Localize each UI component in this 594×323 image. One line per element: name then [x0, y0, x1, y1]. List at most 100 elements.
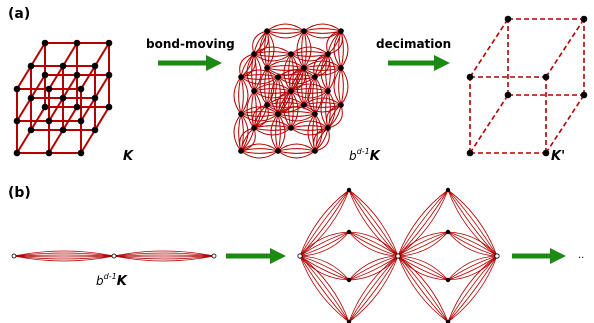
cubic-lattice-k [13, 39, 113, 157]
thin-bond [113, 250, 215, 257]
diamond-node [346, 229, 352, 235]
moved-bond [314, 53, 330, 78]
moved-bond [253, 90, 292, 99]
cube-node [504, 91, 512, 99]
moved-bond [312, 76, 316, 115]
moved-bond [240, 113, 279, 122]
moved-bond [277, 143, 316, 152]
moved-bond [266, 30, 305, 39]
arrow-bond-moving [158, 55, 222, 71]
moved-bond [266, 30, 275, 69]
cube-node [542, 149, 550, 157]
moved-node [325, 88, 331, 94]
arrow-b-1 [226, 248, 286, 264]
moved-bond [301, 30, 305, 69]
moved-bond [233, 113, 242, 152]
cube-edge [545, 18, 585, 78]
moved-node [275, 111, 281, 117]
moved-bond [238, 76, 242, 115]
moved-bond [240, 150, 279, 159]
diamond-bond [299, 255, 350, 323]
moved-bond [266, 60, 305, 69]
lattice-node [27, 62, 35, 70]
moved-node [288, 51, 294, 57]
caption-k: K [123, 149, 134, 164]
lattice-bond [80, 65, 96, 90]
caption-bd1k-b: bd-1K [96, 272, 128, 289]
diamond-bond [348, 231, 399, 257]
thin-bond [13, 250, 115, 257]
moved-bond [327, 90, 336, 129]
thin-node [11, 253, 17, 259]
lattice-bond [62, 42, 78, 67]
diamond-bond [348, 255, 399, 323]
moved-bond [307, 113, 316, 152]
moved-bond [253, 127, 292, 136]
diamond-bond [397, 189, 449, 257]
diamond-bond [397, 189, 449, 257]
svg-text:bd-1K: bd-1K [349, 147, 381, 164]
moved-bond [277, 106, 316, 115]
moved-bond [303, 65, 342, 69]
moved-node [312, 148, 318, 154]
moved-node [264, 102, 270, 108]
lattice-bond [48, 97, 64, 122]
diamond-bond [348, 255, 399, 281]
moved-node [338, 28, 344, 34]
lattice-node [45, 149, 53, 157]
moved-bond [253, 46, 292, 55]
moved-node [251, 88, 257, 94]
moved-bond [277, 113, 316, 117]
lattice-node [59, 62, 67, 70]
moved-node [301, 102, 307, 108]
moved-bond [277, 150, 316, 154]
moved-bond [233, 76, 242, 115]
moved-bond [277, 74, 316, 78]
moved-bond [290, 90, 299, 129]
diamond-node [445, 277, 451, 283]
bond-moving-label: bond-moving [146, 37, 235, 51]
moved-bond [240, 106, 279, 115]
moved-bond [303, 30, 307, 69]
moved-bond [253, 120, 292, 129]
moved-bond [240, 69, 279, 78]
moved-bond [277, 76, 316, 85]
thin-bond [13, 252, 115, 257]
diamond-bond [447, 189, 498, 257]
ellipsis: .. [578, 250, 584, 261]
moved-bond [340, 30, 349, 69]
moved-bond [266, 67, 270, 106]
cube-edge [469, 94, 509, 154]
lattice-bond [16, 129, 32, 154]
moved-bond [240, 143, 279, 152]
diamond-bond [447, 255, 498, 323]
hierarchical-diamond-lattice [297, 187, 500, 323]
moved-bond [266, 65, 305, 69]
diamond-hub-node [494, 253, 500, 259]
moved-bond [290, 46, 329, 55]
moved-bond [327, 104, 343, 129]
diamond-node [346, 319, 352, 323]
moved-node [238, 111, 244, 117]
diamond-bond [397, 255, 449, 281]
moved-bond [277, 148, 316, 152]
moved-node [288, 88, 294, 94]
moved-bond [327, 30, 343, 55]
moved-bond [253, 30, 269, 55]
thin-bond [13, 254, 115, 257]
thin-bond [13, 255, 115, 258]
diamond-hub-node [395, 253, 401, 259]
lattice-node [77, 117, 85, 125]
moved-bond [277, 113, 286, 152]
lattice-node [91, 62, 99, 70]
moved-bond [303, 30, 342, 39]
moved-node [275, 74, 281, 80]
moved-bond [240, 111, 279, 115]
moved-node [238, 148, 244, 154]
diamond-bond [299, 255, 350, 323]
moved-bond [313, 127, 329, 152]
lattice-bond [48, 65, 64, 90]
lattice-bond [16, 97, 32, 122]
moved-bond [246, 90, 255, 129]
